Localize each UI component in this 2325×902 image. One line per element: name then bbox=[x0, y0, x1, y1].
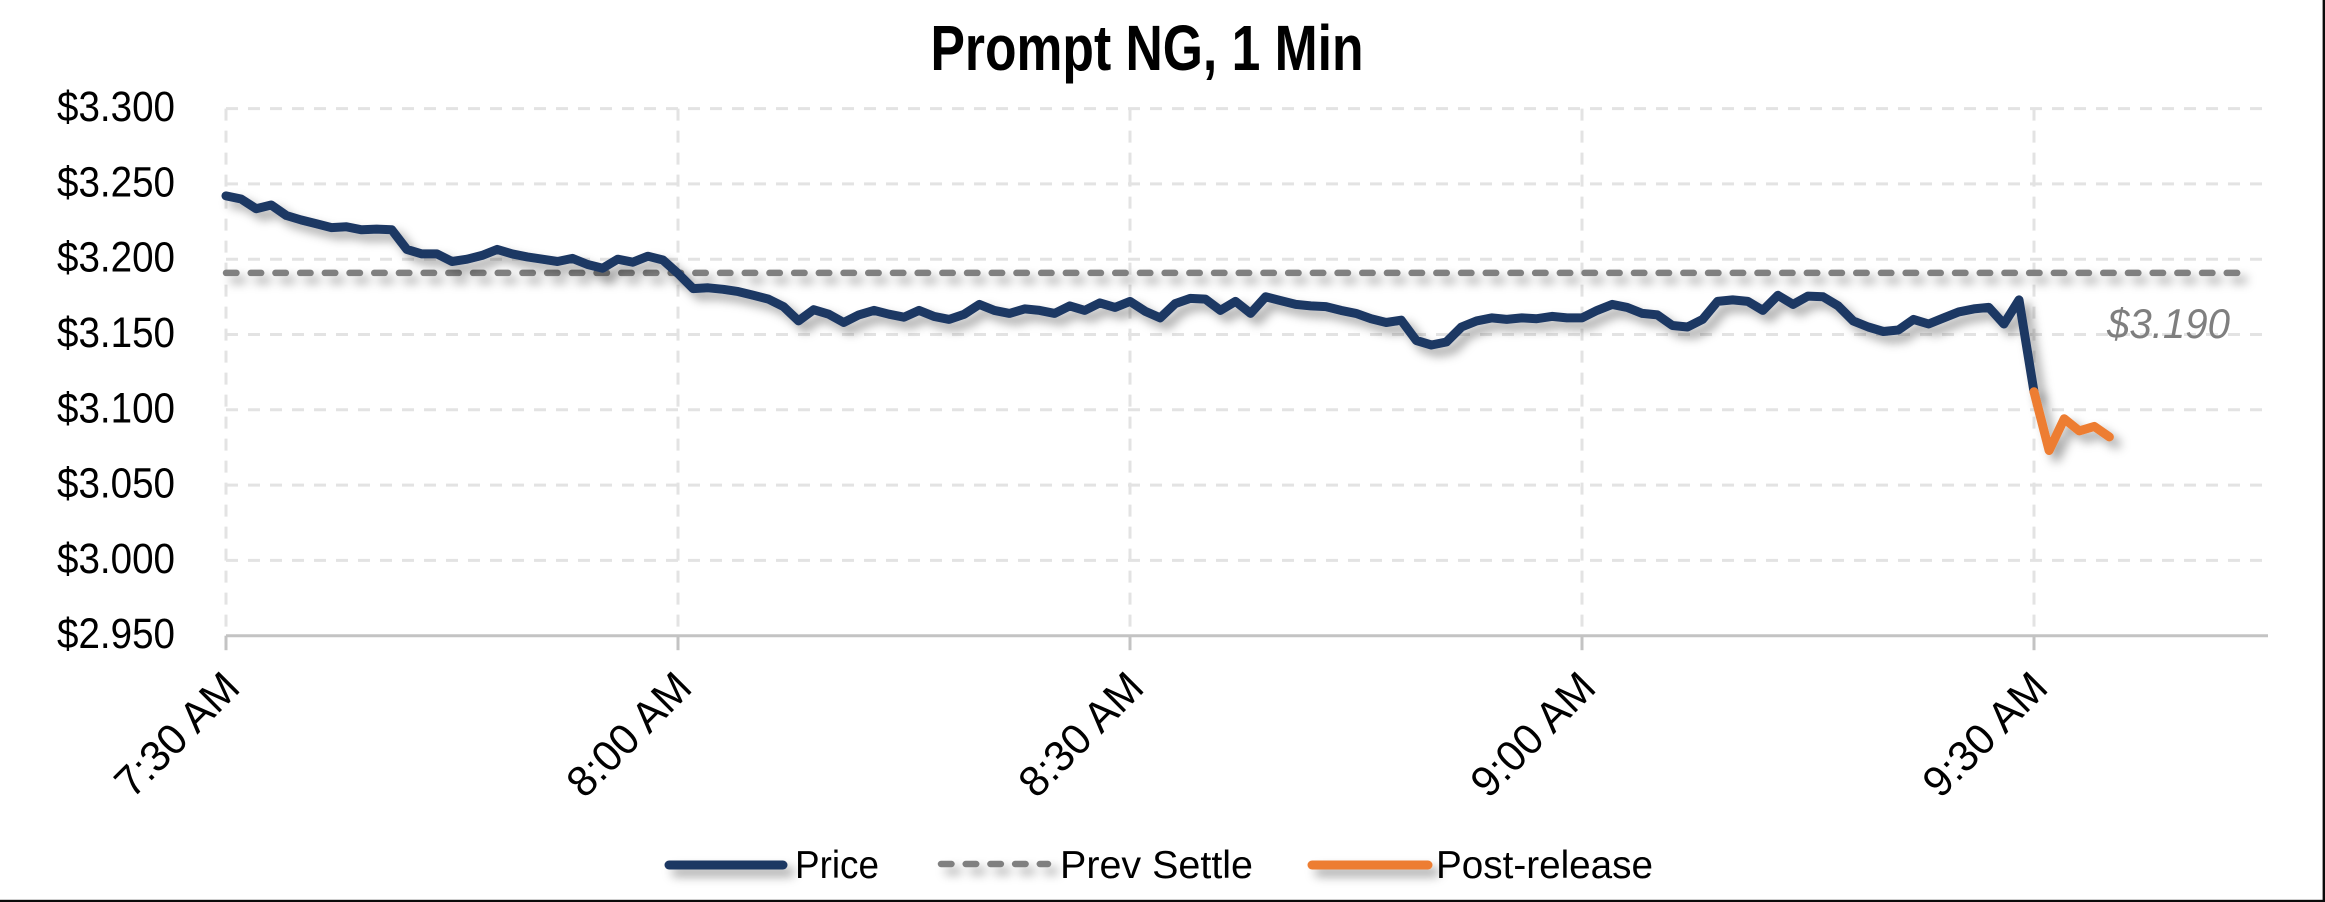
svg-text:$3.190: $3.190 bbox=[2106, 300, 2231, 347]
svg-text:$3.300: $3.300 bbox=[57, 83, 175, 131]
svg-text:$3.100: $3.100 bbox=[57, 384, 175, 432]
svg-text:$3.150: $3.150 bbox=[57, 309, 175, 357]
svg-text:$3.250: $3.250 bbox=[57, 158, 175, 206]
svg-text:Prompt NG, 1 Min: Prompt NG, 1 Min bbox=[931, 12, 1364, 84]
svg-text:$2.950: $2.950 bbox=[57, 610, 175, 658]
svg-text:Price: Price bbox=[795, 844, 879, 887]
svg-text:Post-release: Post-release bbox=[1436, 844, 1653, 887]
svg-text:Prev Settle: Prev Settle bbox=[1060, 844, 1253, 887]
svg-text:$3.000: $3.000 bbox=[57, 535, 175, 583]
svg-text:$3.050: $3.050 bbox=[57, 460, 175, 508]
svg-text:$3.200: $3.200 bbox=[57, 234, 175, 282]
